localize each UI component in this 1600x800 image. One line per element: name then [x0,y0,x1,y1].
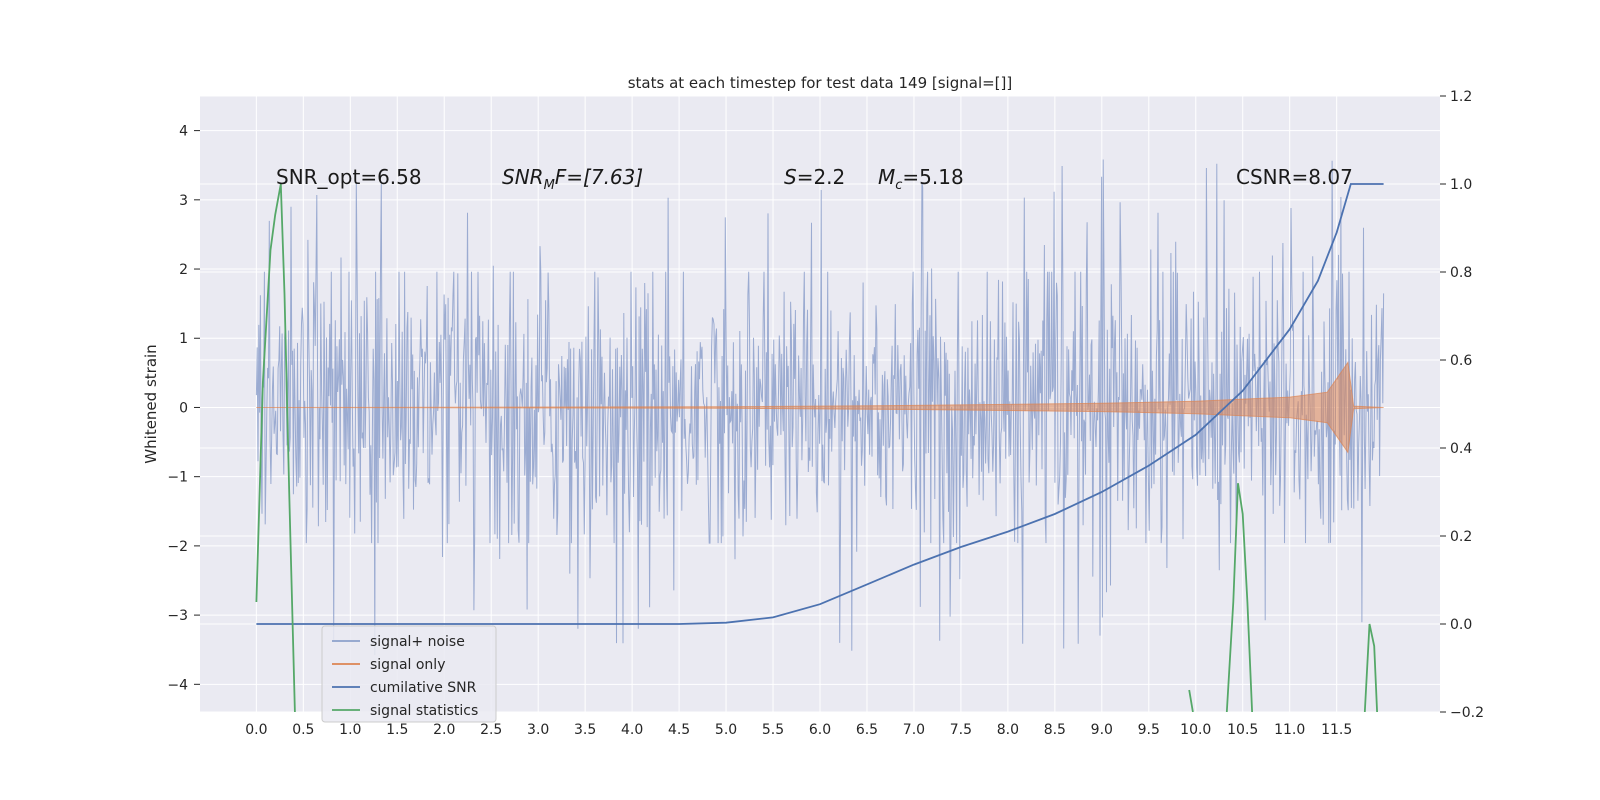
annotation-snr-opt: SNR_opt=6.58 [276,165,422,189]
s-var: S [784,165,797,189]
chart-title: stats at each timestep for test data 149… [628,74,1013,92]
y-axis-label: Whitened strain [142,344,160,463]
x-axis-ticks: 0.0 0.5 1.0 1.5 2.0 2.5 3.0 3.5 4.0 4.5 5.0 5.5 6.0 6… [245,722,1352,738]
snr-mf-main: SNR [502,165,544,189]
y-tick-label: 1 [179,331,188,347]
x-tick-label: 0.0 [245,722,267,738]
y-tick-label: −2 [167,539,188,555]
snr-mf-rest: F=[7.63] [555,165,643,189]
x-tick-label: 11.5 [1321,722,1352,738]
series-clip-group [255,159,1385,712]
mc-sub: c [895,178,902,193]
x-tick-label: 11.0 [1274,722,1305,738]
y2-tick-label: 1.0 [1450,177,1472,193]
y2-tick-label: 0.8 [1450,265,1472,281]
legend: signal+ noise signal only cumilative SNR si… [321,625,497,723]
y-tick-label: 4 [179,124,188,140]
y-tick-label: −4 [167,677,188,693]
y-tick-label: −1 [167,470,188,486]
series-signal-statistics-segment [255,183,296,712]
x-tick-label: 9.5 [1138,722,1160,738]
s-rest: =2.2 [797,165,846,189]
y-tick-label: 3 [179,193,188,209]
x-tick-label: 6.5 [856,722,878,738]
x-tick-label: 1.0 [339,722,361,738]
series-signal-statistics-segment [1225,483,1253,712]
x-tick-label: 3.0 [527,722,549,738]
mc-var: M [878,165,895,189]
snr-mf-sub: M [544,178,555,193]
y2-tick-label: 1.2 [1450,89,1472,105]
annotation-mc: Mc=5.18 [878,165,964,193]
y2-tick-label: 0.4 [1450,441,1472,457]
y2-axis-ticks: 1.2 1.0 0.8 0.6 0.4 0.2 0.0 −0.2 [1440,89,1484,721]
annotation-snr-mf: SNRMF=[7.63] [502,165,643,193]
annotation-csnr: CSNR=8.07 [1236,165,1353,189]
x-tick-label: 10.5 [1227,722,1258,738]
x-tick-label: 2.5 [480,722,502,738]
x-tick-label: 4.5 [668,722,690,738]
legend-label: signal+ noise [370,634,465,650]
y-axis-ticks: 4 3 2 1 0 −1 −2 −3 −4 [167,124,200,693]
x-tick-label: 2.0 [433,722,455,738]
x-tick-label: 6.0 [809,722,831,738]
y-tick-label: 2 [179,262,188,278]
x-tick-label: 5.5 [762,722,784,738]
y2-tick-label: 0.2 [1450,529,1472,545]
annotation-s: S=2.2 [784,165,845,189]
x-tick-label: 8.5 [1044,722,1066,738]
x-tick-label: 0.5 [292,722,314,738]
x-tick-label: 3.5 [574,722,596,738]
series-layer [255,159,1385,712]
mc-rest: =5.18 [902,165,963,189]
x-tick-label: 10.0 [1180,722,1211,738]
y-tick-label: −3 [167,608,188,624]
x-tick-label: 5.0 [715,722,737,738]
x-tick-label: 4.0 [621,722,643,738]
x-tick-label: 7.0 [903,722,925,738]
x-tick-label: 1.5 [386,722,408,738]
y2-tick-label: −0.2 [1450,705,1484,721]
legend-label: signal statistics [370,703,478,719]
series-signal-plus-noise [255,159,1385,656]
series-signal-statistics-segment [1363,623,1378,712]
y2-tick-label: 0.0 [1450,617,1472,633]
y-tick-label: 0 [179,400,188,416]
legend-label: signal only [370,657,445,673]
x-tick-label: 8.0 [997,722,1019,738]
series-signal-statistics-segment [1188,689,1194,712]
series-signal-only [256,361,1384,454]
legend-label: cumilative SNR [370,680,477,696]
y2-tick-label: 0.6 [1450,353,1472,369]
legend-box [321,625,497,723]
x-tick-label: 9.0 [1091,722,1113,738]
series-cumulative-snr [256,183,1384,625]
x-tick-label: 7.5 [950,722,972,738]
